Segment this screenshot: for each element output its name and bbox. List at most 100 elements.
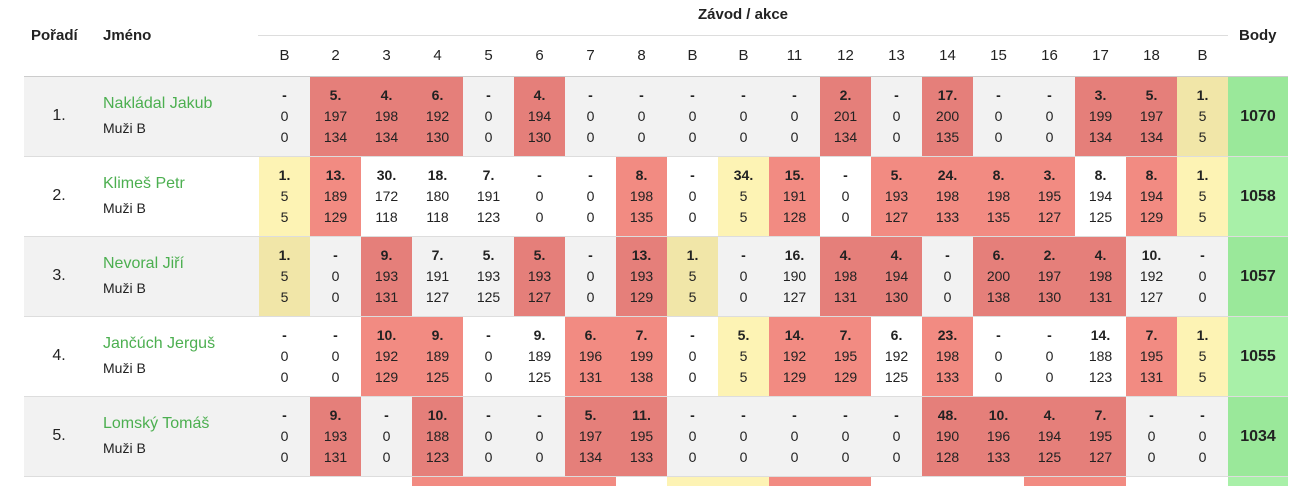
competitor-name-link[interactable]: Klimeš Petr (103, 175, 185, 192)
race-points: 0 (841, 209, 850, 225)
race-place: - (690, 327, 695, 343)
race-score: 0 (280, 428, 289, 444)
race-result-cell: - 0 0 (973, 77, 1024, 156)
race-place: 4. (890, 247, 903, 263)
race-result-cell: - 0 0 (463, 77, 514, 156)
race-score: 192 (425, 108, 450, 124)
race-column-header: 7 (586, 47, 595, 64)
race-place: 6. (992, 247, 1005, 263)
competitor-name-link[interactable]: Nevoral Jiří (103, 255, 184, 272)
race-score: 0 (1045, 108, 1054, 124)
race-place: - (537, 407, 542, 423)
race-result-cell: 11. 195 133 (616, 397, 667, 476)
race-column-header: 12 (837, 47, 854, 64)
race-points: 125 (1088, 209, 1113, 225)
race-place: 6. (431, 87, 444, 103)
race-score: 192 (1139, 268, 1164, 284)
race-place: 10. (1141, 247, 1162, 263)
race-result-cell: - 0 0 (565, 237, 616, 316)
race-place: 5. (1145, 87, 1158, 103)
race-points: 118 (426, 209, 449, 225)
race-score: 0 (535, 188, 544, 204)
race-place: 2. (839, 87, 852, 103)
race-result-cell: 4. 198 131 (1075, 237, 1126, 316)
race-score: 193 (884, 188, 909, 204)
race-result-cell: - 0 0 (820, 397, 871, 476)
competitor-category: Muži B (103, 440, 146, 456)
race-result-cell: 8. 198 135 (973, 157, 1024, 236)
race-place: - (1149, 407, 1154, 423)
race-points: 125 (527, 369, 552, 385)
race-column-header: 17 (1092, 47, 1109, 64)
race-score: 5 (280, 268, 289, 284)
race-result-cell: 4. 194 130 (871, 237, 922, 316)
race-score: 199 (1088, 108, 1113, 124)
race-result-cell: 5. 193 127 (514, 237, 565, 316)
race-score: 196 (578, 348, 603, 364)
race-column-header: 13 (888, 47, 905, 64)
race-result-cell: 6. 192 125 (871, 317, 922, 396)
competitor-name-link[interactable]: Nakládal Jakub (103, 95, 213, 112)
race-place: 14. (784, 327, 805, 343)
race-result-cell: 8. 194 129 (1126, 157, 1177, 236)
competitor-name-link[interactable]: Jančúch Jerguš (103, 335, 216, 352)
race-place: 24. (937, 167, 958, 183)
race-result-cell: 5. 197 134 (1126, 77, 1177, 156)
race-score: 201 (833, 108, 858, 124)
race-score: 5 (739, 188, 748, 204)
race-result-cell: - 0 0 (1177, 397, 1228, 476)
race-score: 197 (1037, 268, 1062, 284)
race-score: 198 (629, 188, 654, 204)
rank-column-header: Pořadí (31, 27, 78, 44)
race-column-header: 14 (939, 47, 956, 64)
race-score: 195 (629, 428, 654, 444)
race-place: 23. (937, 327, 958, 343)
race-points: 0 (331, 289, 340, 305)
race-score: 0 (841, 428, 850, 444)
race-points: 0 (1198, 289, 1207, 305)
race-score: 199 (629, 348, 654, 364)
race-place: - (741, 247, 746, 263)
race-points: 0 (331, 369, 340, 385)
race-score: 5 (1198, 108, 1207, 124)
race-place: 1. (686, 247, 699, 263)
race-score: 5 (739, 348, 748, 364)
race-points: 133 (986, 449, 1011, 465)
race-score: 192 (884, 348, 909, 364)
race-place: - (792, 87, 797, 103)
race-result-cell: - 0 0 (310, 317, 361, 396)
race-points: 5 (688, 289, 697, 305)
total-points: 1070 (1228, 77, 1288, 156)
race-points: 5 (1198, 369, 1207, 385)
race-score: 196 (986, 428, 1011, 444)
race-result-cell: - 0 0 (1024, 77, 1075, 156)
race-place: - (282, 87, 287, 103)
race-points: 129 (374, 369, 399, 385)
race-points: 0 (280, 449, 289, 465)
race-result-cell: - 0 0 (871, 397, 922, 476)
race-result-cell: 13. 189 129 (310, 157, 361, 236)
race-result-cell: - 0 0 (922, 237, 973, 316)
race-score: 0 (739, 428, 748, 444)
race-result-cell: - 0 0 (769, 397, 820, 476)
race-score: 0 (586, 108, 595, 124)
race-place: - (741, 87, 746, 103)
race-place: - (1047, 87, 1052, 103)
race-points: 0 (586, 289, 595, 305)
rank-value: 4. (52, 347, 66, 364)
table-row: 5. Lomský Tomáš Muži B - 0 0 9. 193 131 - 0 0 10. 188… (24, 397, 1288, 477)
race-points: 0 (1198, 449, 1207, 465)
race-place: - (996, 327, 1001, 343)
race-points: 0 (739, 289, 748, 305)
race-points: 0 (790, 449, 799, 465)
race-result-cell: 6. 196 131 (565, 317, 616, 396)
race-points: 0 (994, 129, 1003, 145)
competitor-name-link[interactable]: Lomský Tomáš (103, 415, 210, 432)
race-place: 6. (890, 327, 903, 343)
race-points: 131 (323, 449, 348, 465)
race-result-cell: 4. 194 130 (514, 77, 565, 156)
race-result-cell: 9. 193 131 (310, 397, 361, 476)
race-place: 4. (533, 87, 546, 103)
race-place: 1. (1196, 327, 1209, 343)
table-row: 4. Jančúch Jerguš Muži B - 0 0 - 0 0 10. 192 129 9. 1… (24, 317, 1288, 397)
